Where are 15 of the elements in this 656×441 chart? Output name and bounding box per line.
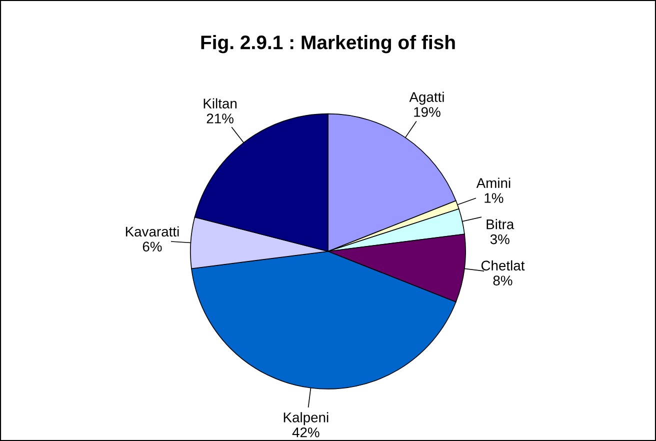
data-label: 42% — [292, 427, 320, 438]
data-label: 1% — [484, 193, 504, 203]
slice-label: Chetlat — [481, 260, 525, 271]
slice-label: Kiltan — [204, 98, 237, 108]
chart-title: Fig. 2.9.1 : Marketing of fish — [201, 34, 455, 54]
data-label: 6% — [142, 242, 162, 252]
slice-label: Amini — [476, 178, 510, 188]
slice-label: Agatti — [409, 92, 444, 105]
slice-label: Kavaratti — [126, 226, 179, 237]
data-label: 3% — [490, 234, 510, 244]
slice-label: Bitra — [486, 219, 514, 230]
data-label: 21% — [206, 114, 234, 124]
data-label: 8% — [493, 276, 512, 286]
data-label: 19% — [414, 107, 440, 117]
slice-label: Kalpeni — [284, 412, 328, 426]
